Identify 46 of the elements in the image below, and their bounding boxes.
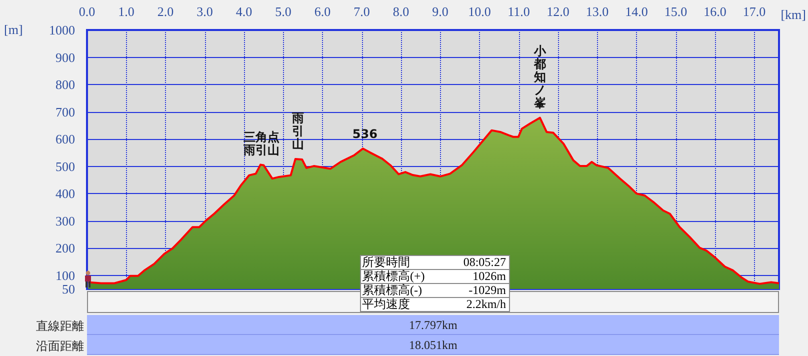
text: 直線距離: [36, 318, 84, 335]
x-tick-label: 15.0: [664, 4, 688, 19]
text: 17.797km: [409, 318, 458, 333]
annotation: 累積標高(+): [362, 269, 425, 283]
text: 2.2km/h: [466, 297, 506, 311]
x-tick-label: 4.0: [236, 4, 252, 19]
x-tick-label: 11.0: [508, 4, 530, 19]
x-tick-label: 16.0: [704, 4, 726, 19]
x-tick-label: 12.0: [546, 4, 570, 19]
y-tick-label: 300: [56, 213, 75, 228]
text: 沿面距離: [36, 338, 84, 355]
x-tick-label: 2.0: [157, 4, 174, 19]
x-tick-label: 5.0: [275, 4, 292, 19]
text: 平均速度: [362, 297, 410, 311]
x-tick-label: 0.0: [78, 4, 96, 19]
x-tick-label: 13.0: [586, 4, 609, 19]
x-tick-label: 7.0: [354, 4, 370, 19]
y-tick-label: 600: [56, 132, 75, 147]
x-tick-label: 8.0: [392, 4, 410, 19]
x-tick-label: 3.0: [196, 4, 213, 19]
annotation: 所要時間: [362, 255, 410, 269]
y-tick-label: 900: [56, 50, 75, 65]
y-tick-label: 100: [56, 268, 75, 283]
x-axis-title: [km]: [780, 7, 806, 23]
annotation: 08:05:27: [463, 255, 506, 269]
y-tick-label: 700: [56, 104, 75, 120]
annotation: 小都知ノ峯: [533, 44, 546, 110]
y-tick-label: 800: [56, 77, 75, 92]
annotation: 雨引山: [292, 110, 305, 151]
x-tick-label: 1.0: [118, 4, 134, 19]
x-tick-label: 9.0: [432, 4, 448, 19]
annotation: 536: [352, 126, 378, 141]
x-tick-label: 10.0: [468, 4, 491, 19]
y-tick-label: 400: [56, 186, 75, 202]
annotation: 累積標高(-): [362, 283, 422, 297]
y-axis-title: [m]: [4, 22, 23, 38]
x-tick-label: 17.0: [742, 4, 766, 19]
y-tick-label: 200: [56, 240, 75, 256]
annotation: -1029m: [468, 283, 506, 297]
x-tick-label: 6.0: [314, 4, 331, 19]
x-tick-label: 14.0: [625, 4, 648, 19]
y-tick-label: 1000: [49, 22, 75, 38]
text: 18.051km: [409, 338, 458, 353]
y-tick-label: 500: [56, 158, 75, 174]
y-tick-label: 50: [62, 282, 75, 296]
annotation: 1026m: [472, 269, 506, 283]
